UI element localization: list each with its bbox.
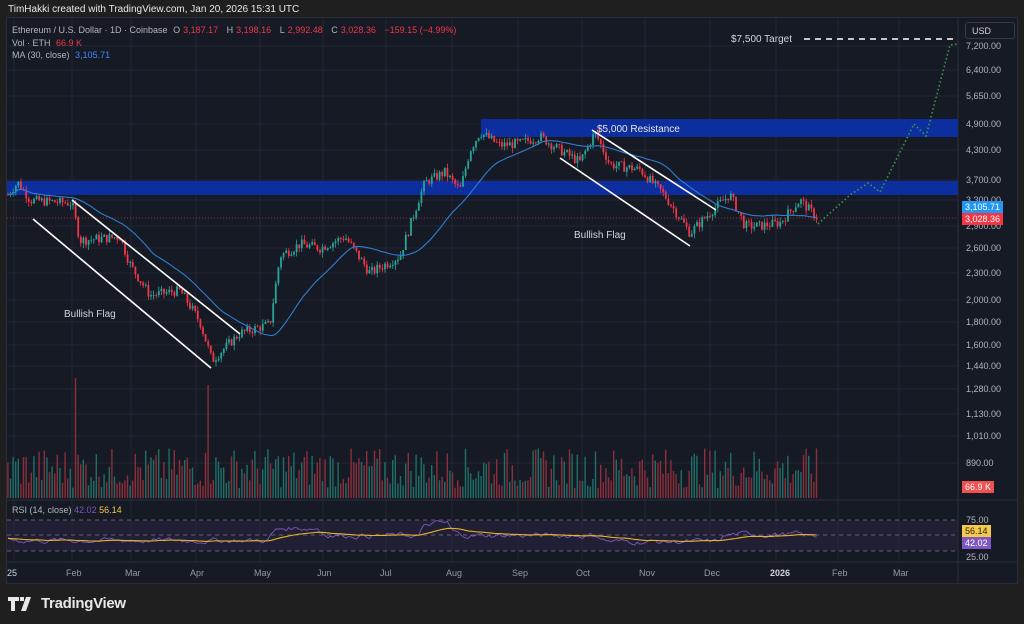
svg-text:1,280.00: 1,280.00 bbox=[966, 384, 1001, 394]
ma-value: 3,105.71 bbox=[75, 50, 111, 60]
svg-text:1,600.00: 1,600.00 bbox=[966, 340, 1001, 350]
svg-text:1,800.00: 1,800.00 bbox=[966, 317, 1001, 327]
flag2-lower bbox=[559, 157, 691, 247]
svg-text:25: 25 bbox=[7, 568, 17, 578]
svg-text:Bullish Flag: Bullish Flag bbox=[64, 309, 116, 320]
rsi-ma-value: 56.14 bbox=[99, 505, 122, 515]
svg-text:Mar: Mar bbox=[893, 568, 909, 578]
resistance-zone-5000 bbox=[481, 119, 958, 137]
rsi-value: 42.02 bbox=[74, 505, 97, 515]
low-value: 2,992.48 bbox=[287, 25, 323, 35]
rsi-tag: 42.02 bbox=[962, 537, 991, 549]
svg-text:3,700.00: 3,700.00 bbox=[966, 175, 1001, 185]
brand-name: TradingView bbox=[41, 595, 126, 612]
svg-text:2,900.00: 2,900.00 bbox=[966, 221, 1001, 231]
tradingview-logo-icon bbox=[8, 596, 31, 611]
ma-price-tag: 3,105.71 bbox=[962, 201, 1004, 213]
svg-text:Aug: Aug bbox=[446, 568, 462, 578]
svg-text:1,010.00: 1,010.00 bbox=[966, 431, 1001, 441]
ma-line bbox=[7, 140, 817, 337]
svg-text:Mar: Mar bbox=[125, 568, 141, 578]
svg-text:Feb: Feb bbox=[66, 568, 82, 578]
svg-text:7,200.00: 7,200.00 bbox=[966, 41, 1001, 51]
svg-text:$5,000 Resistance: $5,000 Resistance bbox=[597, 124, 680, 135]
symbol-legend: Ethereum / U.S. Dollar · 1D · Coinbase O… bbox=[12, 25, 457, 60]
rsi-label[interactable]: RSI (14, close) bbox=[12, 505, 72, 515]
close-price-tag: 3,028.36 bbox=[962, 213, 1004, 225]
svg-text:May: May bbox=[254, 568, 272, 578]
svg-text:Sep: Sep bbox=[512, 568, 528, 578]
currency-button[interactable]: USD bbox=[965, 22, 1015, 39]
svg-text:Dec: Dec bbox=[704, 568, 721, 578]
svg-text:Oct: Oct bbox=[576, 568, 591, 578]
resistance-zone-3500 bbox=[7, 181, 958, 195]
rsi-ma-tag: 56.14 bbox=[962, 525, 991, 537]
close-value: 3,028.36 bbox=[340, 25, 376, 35]
svg-text:Feb: Feb bbox=[832, 568, 848, 578]
flag1-upper bbox=[71, 199, 241, 335]
rsi-ma-line bbox=[7, 527, 817, 542]
svg-text:3,300.00: 3,300.00 bbox=[966, 195, 1001, 205]
svg-text:25.00: 25.00 bbox=[966, 552, 989, 562]
svg-text:5,650.00: 5,650.00 bbox=[966, 91, 1001, 101]
symbol-title[interactable]: Ethereum / U.S. Dollar · 1D · Coinbase bbox=[12, 25, 168, 35]
tradingview-logo[interactable]: TradingView bbox=[8, 595, 126, 612]
svg-text:2026: 2026 bbox=[770, 568, 790, 578]
open-value: 3,187.17 bbox=[183, 25, 219, 35]
chart-credit: TimHakki created with TradingView.com, J… bbox=[8, 4, 300, 15]
svg-text:Jul: Jul bbox=[380, 568, 392, 578]
svg-text:2,000.00: 2,000.00 bbox=[966, 295, 1001, 305]
svg-text:Apr: Apr bbox=[190, 568, 204, 578]
svg-text:$7,500 Target: $7,500 Target bbox=[731, 34, 792, 45]
rsi-line bbox=[7, 520, 817, 546]
volume-bars bbox=[7, 378, 818, 498]
volume-tag: 66.9 K bbox=[962, 481, 995, 493]
svg-text:75.00: 75.00 bbox=[966, 515, 989, 525]
svg-text:4,900.00: 4,900.00 bbox=[966, 119, 1001, 129]
svg-text:Nov: Nov bbox=[639, 568, 656, 578]
candlesticks bbox=[7, 127, 818, 367]
ma-label[interactable]: MA (30, close) bbox=[12, 50, 70, 60]
svg-text:1,130.00: 1,130.00 bbox=[966, 409, 1001, 419]
rsi-legend: RSI (14, close) 42.02 56.14 bbox=[12, 505, 122, 515]
svg-text:890.00: 890.00 bbox=[966, 458, 994, 468]
volume-label[interactable]: Vol · ETH bbox=[12, 37, 51, 48]
svg-text:2,600.00: 2,600.00 bbox=[966, 243, 1001, 253]
high-value: 3,198.16 bbox=[236, 25, 272, 35]
svg-text:1,440.00: 1,440.00 bbox=[966, 361, 1001, 371]
svg-text:2,300.00: 2,300.00 bbox=[966, 268, 1001, 278]
flag2-upper bbox=[591, 129, 717, 211]
svg-text:6,400.00: 6,400.00 bbox=[966, 65, 1001, 75]
flag1-lower bbox=[32, 218, 212, 369]
svg-text:Jun: Jun bbox=[317, 568, 332, 578]
svg-text:4,300.00: 4,300.00 bbox=[966, 145, 1001, 155]
change-value: −159.15 (−4.99%) bbox=[384, 25, 457, 35]
svg-text:Bullish Flag: Bullish Flag bbox=[574, 230, 626, 241]
volume-value: 66.9 K bbox=[56, 37, 83, 48]
